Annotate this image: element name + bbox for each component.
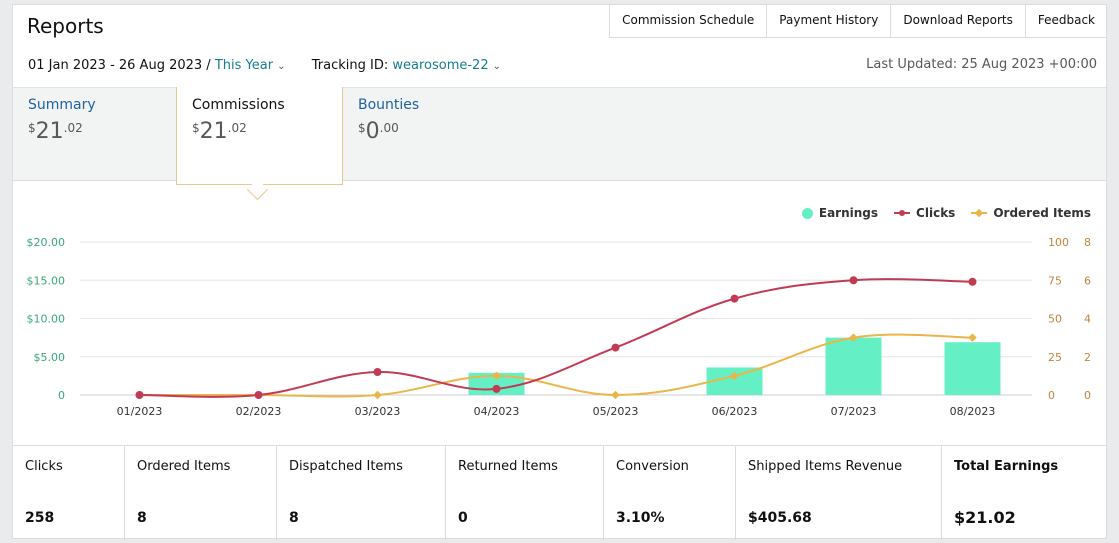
y-clicks-tick-label: 0 (1048, 389, 1055, 402)
ordered-items-swatch (971, 208, 988, 218)
y-left-tick-label: $10.00 (27, 313, 66, 326)
tracking-id-value: wearosome-22 (392, 58, 489, 73)
tab-amount: $21.02 (192, 119, 247, 144)
clicks-point (611, 343, 620, 352)
ordered-items-point (730, 371, 739, 381)
clicks-point (254, 391, 263, 399)
y-clicks-tick-label: 25 (1048, 351, 1062, 364)
clicks-point (492, 384, 501, 393)
x-tick-label: 08/2023 (950, 405, 996, 418)
clicks-point (968, 277, 977, 286)
date-range: 01 Jan 2023 - 26 Aug 2023 / (28, 58, 211, 73)
y-items-tick-label: 4 (1084, 313, 1091, 326)
ordered-items-line (139, 333, 973, 398)
clicks-point (730, 294, 739, 303)
stat-total-earnings: Total Earnings $21.02 (954, 459, 1059, 527)
page-title: Reports (27, 14, 104, 38)
x-tick-label: 06/2023 (712, 405, 758, 418)
y-clicks-tick-label: 50 (1048, 313, 1062, 326)
stat-dispatched-items: Dispatched Items 8 (277, 446, 446, 540)
x-tick-label: 01/2023 (117, 405, 163, 418)
payment-history-button[interactable]: Payment History (767, 4, 892, 37)
report-filters: 01 Jan 2023 - 26 Aug 2023 / This Year ⌄ T… (28, 58, 501, 73)
clicks-point (849, 276, 858, 285)
earnings-bar (825, 337, 882, 395)
clicks-point (135, 391, 144, 399)
chart-legend: Earnings Clicks Ordered Items (801, 206, 1091, 220)
x-tick-label: 04/2023 (474, 405, 520, 418)
stat-ordered-items: Ordered Items 8 (125, 446, 277, 540)
tab-label: Commissions (192, 97, 285, 113)
y-left-tick-label: $5.00 (34, 351, 66, 364)
legend-earnings[interactable]: Earnings (801, 206, 878, 220)
tracking-id-label: Tracking ID: (311, 58, 389, 73)
tab-label: Summary (28, 97, 96, 113)
ordered-items-point (611, 390, 620, 400)
y-items-tick-label: 6 (1084, 274, 1091, 287)
clicks-line (139, 278, 973, 398)
download-reports-button[interactable]: Download Reports (891, 4, 1026, 37)
stat-returned-items: Returned Items 0 (446, 446, 604, 540)
clicks-swatch (894, 208, 911, 218)
top-toolbar: Commission Schedule Payment History Down… (609, 4, 1107, 38)
ordered-items-point (492, 371, 501, 381)
tracking-id-dropdown[interactable]: wearosome-22 ⌄ (392, 58, 501, 73)
y-clicks-tick-label: 75 (1048, 274, 1062, 287)
ordered-items-point (968, 333, 977, 342)
ordered-items-point (373, 390, 382, 400)
tab-amount: $21.02 (28, 119, 83, 144)
chevron-down-icon: ⌄ (277, 61, 286, 72)
x-tick-label: 02/2023 (236, 405, 282, 418)
y-left-tick-label: 0 (58, 389, 65, 402)
earnings-bar (944, 342, 1001, 395)
tab-commissions[interactable]: Commissions $21.02 (176, 87, 343, 185)
chevron-down-icon: ⌄ (492, 61, 501, 72)
x-tick-label: 07/2023 (831, 405, 877, 418)
tab-bounties[interactable]: Bounties $0.00 (343, 87, 513, 179)
legend-clicks[interactable]: Clicks (894, 206, 955, 220)
stat-shipped-revenue: Shipped Items Revenue $405.68 (736, 446, 942, 540)
y-left-tick-label: $20.00 (27, 236, 66, 249)
last-updated: Last Updated: 25 Aug 2023 +00:00 (866, 57, 1097, 72)
tab-summary[interactable]: Summary $21.02 (13, 87, 176, 179)
period-label: This Year (214, 58, 274, 73)
earnings-swatch (801, 207, 813, 219)
legend-ordered-items[interactable]: Ordered Items (971, 206, 1091, 220)
stats-row: Clicks 258 Ordered Items 8 Dispatched Item… (13, 445, 1106, 540)
y-items-tick-label: 2 (1084, 351, 1091, 364)
ordered-items-point (849, 333, 858, 342)
stat-conversion: Conversion 3.10% (604, 446, 736, 540)
tab-amount: $0.00 (358, 119, 399, 144)
tab-label: Bounties (358, 97, 420, 113)
x-tick-label: 05/2023 (593, 405, 639, 418)
y-items-tick-label: 0 (1084, 389, 1091, 402)
clicks-point (373, 368, 382, 377)
y-clicks-tick-label: 100 (1048, 236, 1069, 249)
y-items-tick-label: 8 (1084, 236, 1091, 249)
feedback-button[interactable]: Feedback (1037, 13, 1095, 27)
period-dropdown[interactable]: This Year ⌄ (215, 58, 286, 73)
x-tick-label: 03/2023 (355, 405, 401, 418)
stat-clicks: Clicks 258 (13, 446, 125, 540)
y-left-tick-label: $15.00 (27, 274, 66, 287)
commission-schedule-button[interactable]: Commission Schedule (610, 4, 768, 37)
